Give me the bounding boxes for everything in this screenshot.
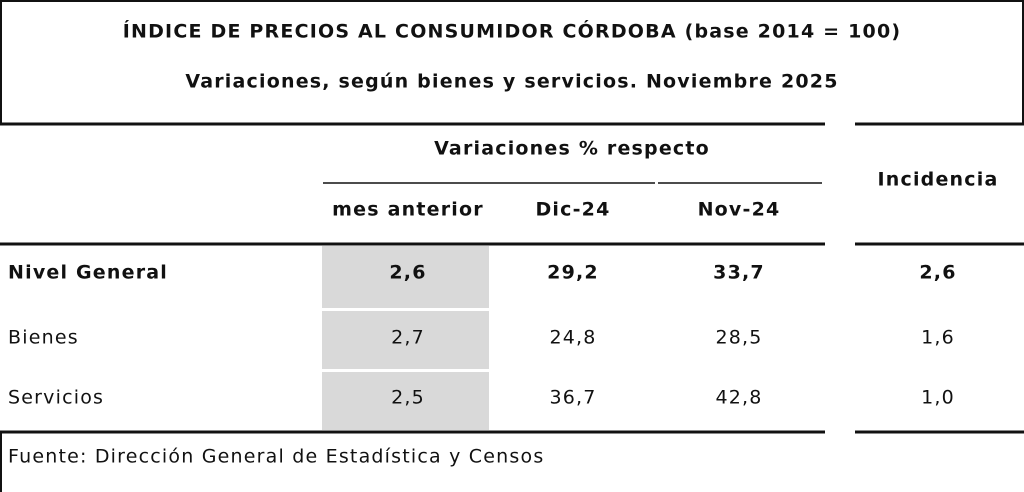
column-header: mes anterior [332,199,484,221]
row-label: Nivel General [8,262,168,284]
cell: 1,0 [921,387,955,409]
shading [322,246,489,430]
cell: 2,7 [391,327,425,349]
cell: 1,6 [921,327,955,349]
title: ÍNDICE DE PRECIOS AL CONSUMIDOR CÓRDOBA … [123,19,902,43]
source: Fuente: Dirección General de Estadística… [8,446,544,468]
cell: 28,5 [715,327,762,349]
cell: 2,6 [389,262,426,284]
row-label: Bienes [8,327,79,349]
cell: 33,7 [713,262,765,284]
highlight-cell [322,246,489,308]
row-label: Servicios [8,387,104,409]
column-header: Incidencia [878,169,999,191]
cell: 2,5 [391,387,425,409]
cell: 29,2 [547,262,599,284]
subtitle: Variaciones, según bienes y servicios. N… [185,71,838,93]
highlight-cell [322,372,489,430]
column-header: Nov-24 [698,199,781,221]
column-header: Dic-24 [535,199,610,221]
group-header: Variaciones % respecto [434,138,710,160]
highlight-cell [322,311,489,369]
cell: 24,8 [549,327,596,349]
cell: 42,8 [715,387,762,409]
cell: 2,6 [919,262,956,284]
cell: 36,7 [549,387,596,409]
